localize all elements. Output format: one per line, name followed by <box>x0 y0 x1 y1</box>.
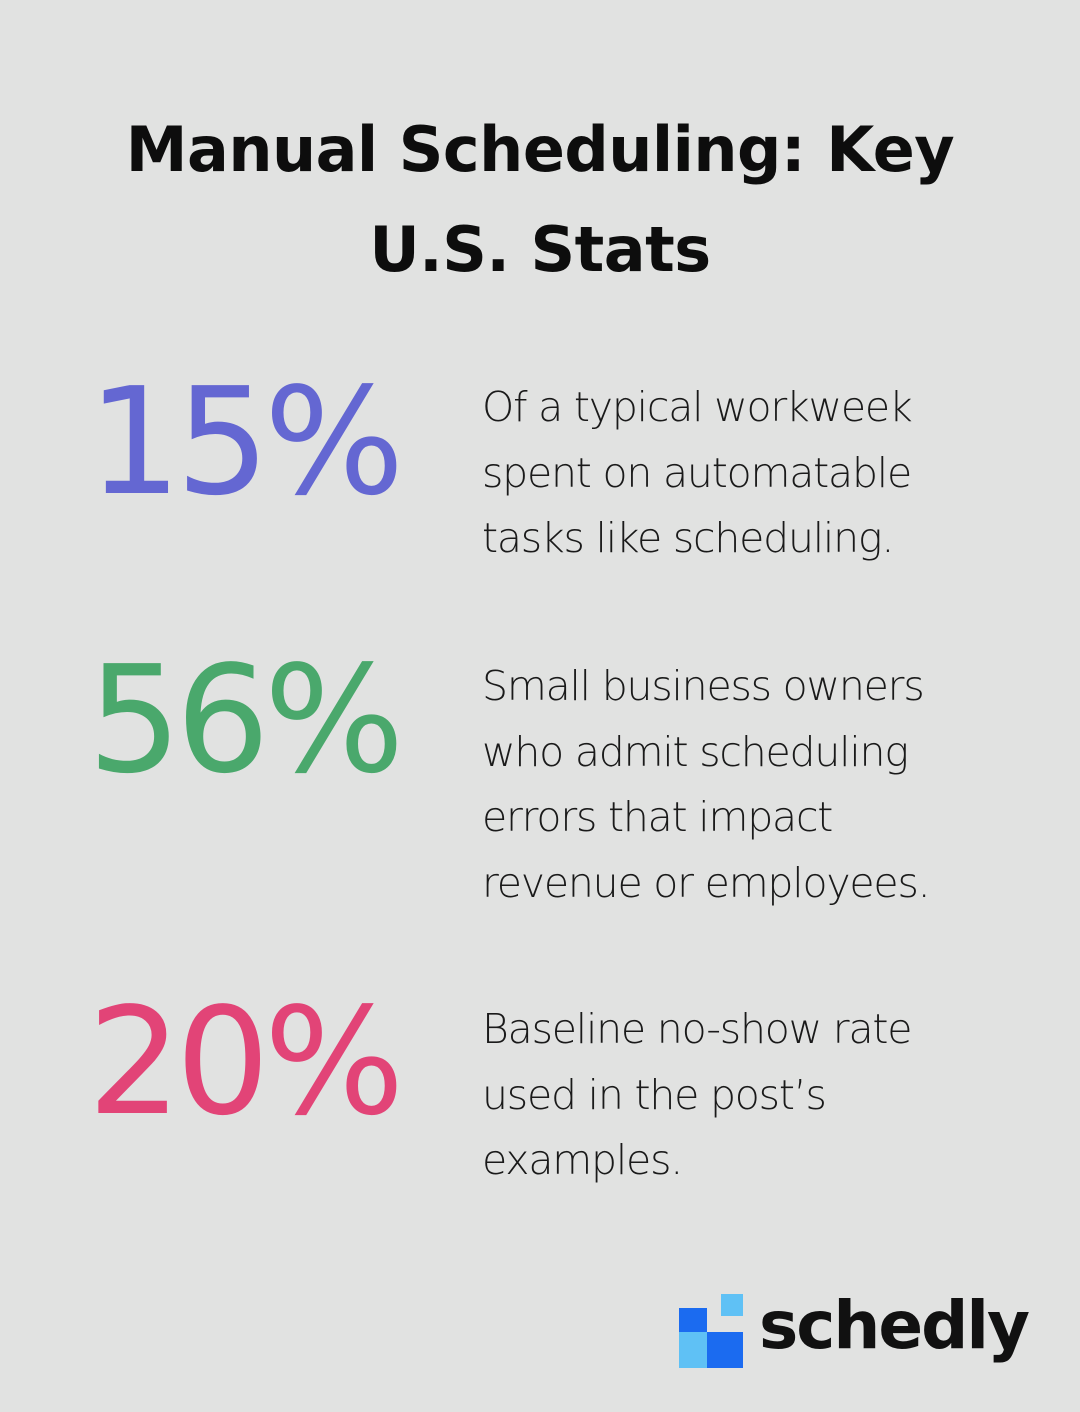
stat-description: Small business owners who admit scheduli… <box>482 662 931 907</box>
schedly-logo-icon <box>679 1294 743 1368</box>
stat-value: 56% <box>87 634 405 806</box>
stat-description: Of a typical workweek spent on automatab… <box>482 383 913 562</box>
page-title: Manual Scheduling: Key U.S. Stats <box>125 113 955 286</box>
schedly-logo: schedly <box>679 1287 1059 1370</box>
schedly-wordmark: schedly <box>759 1287 1030 1364</box>
stat-value: 15% <box>87 356 405 528</box>
stat-description: Baseline no-show rate used in the post’s… <box>482 1005 912 1184</box>
stat-value: 20% <box>87 976 405 1148</box>
